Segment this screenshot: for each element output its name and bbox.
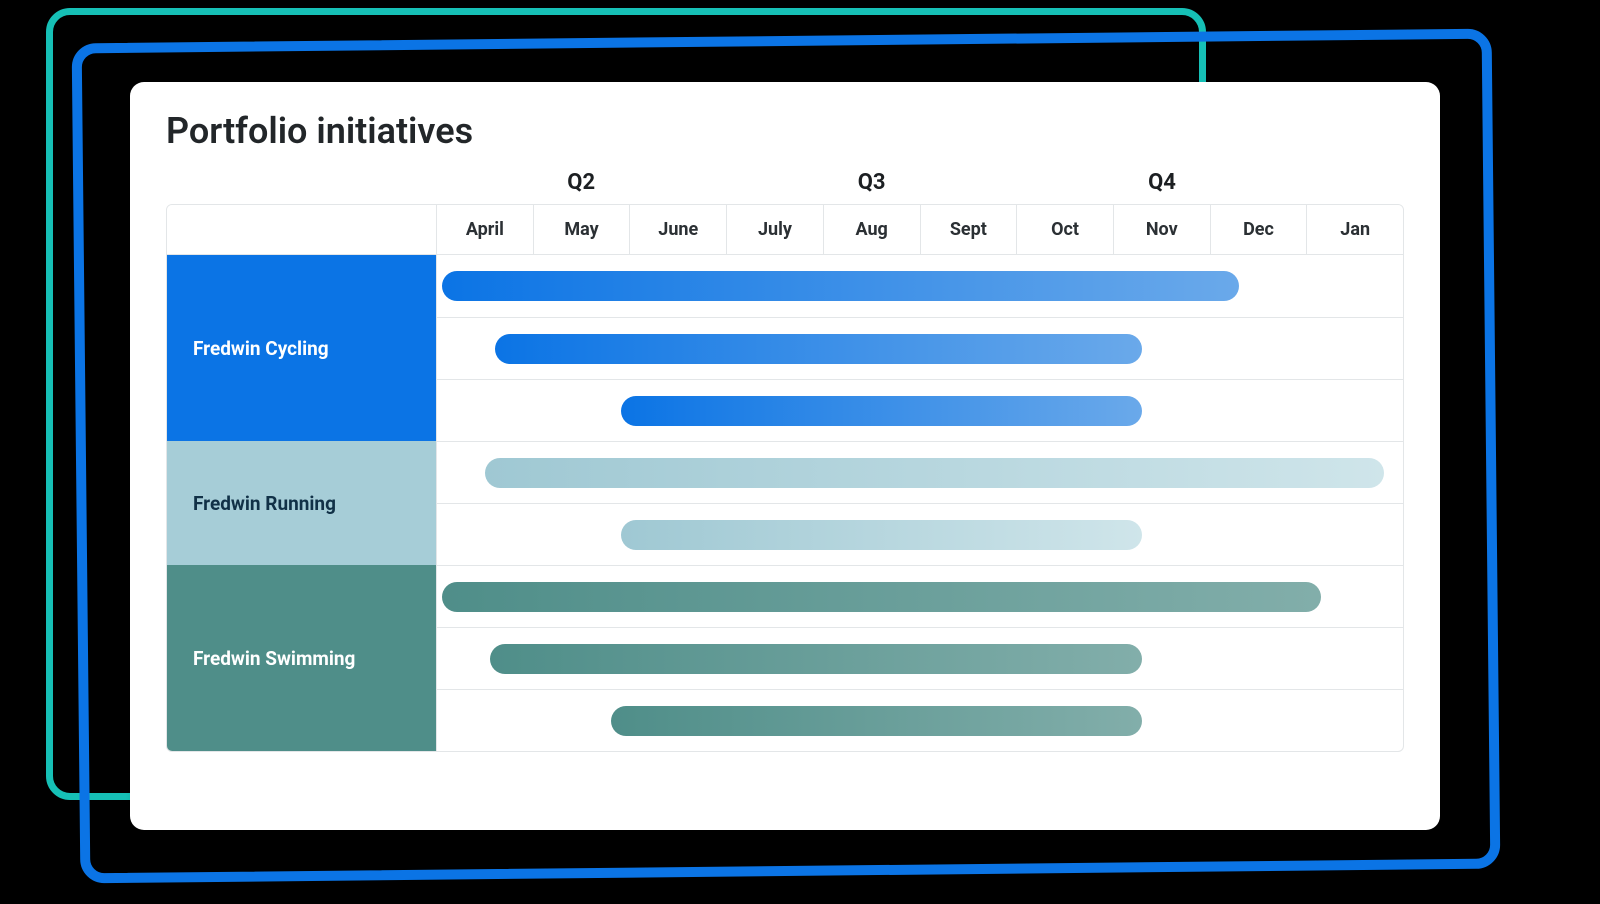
roadmap-card: Portfolio initiatives Q2 Q3 Q4 AprilMayJun…: [130, 82, 1440, 830]
month-header: April: [437, 205, 534, 254]
timeline-grid: AprilMayJuneJulyAugSeptOctNovDecJan Fred…: [166, 204, 1404, 752]
month-header: Nov: [1114, 205, 1211, 254]
timeline-track: [437, 255, 1403, 317]
timeline-track: [437, 689, 1403, 751]
timeline-track: [437, 441, 1403, 503]
month-header: June: [630, 205, 727, 254]
quarter-labels-row: Q2 Q3 Q4: [166, 170, 1404, 198]
timeline-bar: [485, 458, 1383, 488]
page-title: Portfolio initiatives: [166, 110, 1404, 152]
group-label: Fredwin Running: [167, 441, 437, 565]
timeline-bar: [442, 271, 1239, 301]
month-header: Sept: [921, 205, 1018, 254]
month-header: May: [534, 205, 631, 254]
timeline-track: [437, 317, 1403, 379]
timeline-groups: Fredwin CyclingFredwin RunningFredwin Sw…: [167, 255, 1403, 751]
month-header: Aug: [824, 205, 921, 254]
month-header: Dec: [1211, 205, 1308, 254]
timeline-bar: [621, 520, 1143, 550]
group-tracks: [437, 255, 1403, 441]
month-header: July: [727, 205, 824, 254]
timeline-track: [437, 565, 1403, 627]
timeline-bar: [490, 644, 1142, 674]
quarter-label: Q3: [858, 170, 886, 195]
timeline-bar: [611, 706, 1142, 736]
quarter-label: Q4: [1148, 170, 1176, 195]
month-header: Jan: [1307, 205, 1403, 254]
card-inner: Portfolio initiatives Q2 Q3 Q4 AprilMayJun…: [130, 82, 1440, 752]
timeline-bar: [621, 396, 1143, 426]
quarter-label: Q2: [567, 170, 595, 195]
lane-column-spacer: [167, 205, 437, 254]
month-headers: AprilMayJuneJulyAugSeptOctNovDecJan: [437, 205, 1403, 254]
timeline-track: [437, 379, 1403, 441]
group-label: Fredwin Swimming: [167, 565, 437, 751]
group-label: Fredwin Cycling: [167, 255, 437, 441]
stage: Portfolio initiatives Q2 Q3 Q4 AprilMayJun…: [0, 0, 1600, 904]
timeline-header-row: AprilMayJuneJulyAugSeptOctNovDecJan: [167, 205, 1403, 255]
timeline-track: [437, 503, 1403, 565]
month-header: Oct: [1017, 205, 1114, 254]
group-tracks: [437, 565, 1403, 751]
timeline-group: Fredwin Running: [167, 441, 1403, 565]
timeline-group: Fredwin Swimming: [167, 565, 1403, 751]
timeline-group: Fredwin Cycling: [167, 255, 1403, 441]
timeline-track: [437, 627, 1403, 689]
timeline-bar: [495, 334, 1142, 364]
group-tracks: [437, 441, 1403, 565]
timeline-bar: [442, 582, 1321, 612]
